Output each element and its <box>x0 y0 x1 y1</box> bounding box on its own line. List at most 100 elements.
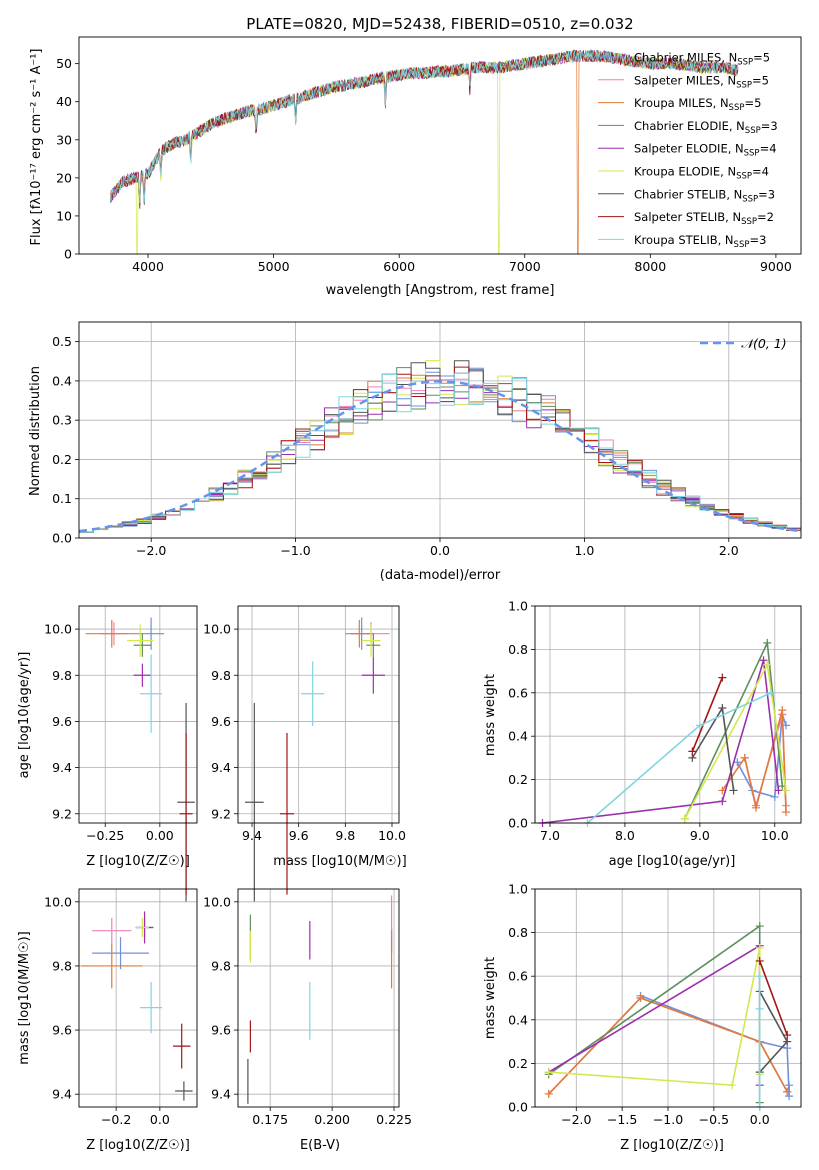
y-tick-label: 9.6 <box>52 1023 72 1038</box>
errorbar-kroupa-stelib <box>140 981 163 1034</box>
y-tick-label: 9.8 <box>211 668 231 683</box>
y-tick-label: 9.4 <box>211 760 231 775</box>
x-tick-label: −2.0 <box>561 1112 591 1127</box>
x-tick-label: 6000 <box>383 259 415 274</box>
y-tick-label: 0 <box>64 247 72 262</box>
x-tick-label: −1.5 <box>607 1112 637 1127</box>
y-tick-label: 0.5 <box>52 334 72 349</box>
legend-entry: Kroupa STELIB, NSSP=3 <box>634 233 766 250</box>
legend-entry: Kroupa MILES, NSSP=5 <box>634 96 761 113</box>
legend-value: =5 <box>744 96 761 110</box>
y-tick-label: 0.0 <box>508 816 528 831</box>
axes-frame <box>534 605 802 824</box>
x-tick-label: −0.2 <box>101 1112 131 1127</box>
axes-frame <box>78 888 198 1108</box>
weight-marker <box>763 660 772 669</box>
x-tick-label: 2.0 <box>719 543 739 558</box>
spectrum-axes: 4000 5000 6000 7000 8000 9000 0 10 20 30 40 50 <box>56 56 792 274</box>
x-tick-label: −0.5 <box>699 1112 729 1127</box>
weight-marker <box>740 753 749 762</box>
errorbar-kroupa-miles <box>345 619 374 648</box>
y-tick-label: 0.4 <box>508 729 528 744</box>
x-tick-label: 0.00 <box>146 828 174 843</box>
legend-subscript: SSP <box>736 172 752 182</box>
weight-marker <box>782 786 791 795</box>
weight-line-chabrier-miles <box>640 995 790 1097</box>
legend-subscript: SSP <box>744 149 760 159</box>
errorbar-salpeter-miles <box>92 917 132 944</box>
y-tick-label: 9.6 <box>211 714 231 729</box>
mass_vs_ebv-axes: 0.175 0.200 0.225 9.4 9.6 9.8 10.0 <box>203 889 412 1127</box>
errorbar-kroupa-elodie <box>135 917 149 938</box>
weight-marker <box>755 1004 764 1013</box>
legend-entry: Chabrier MILES, NSSP=5 <box>634 51 770 68</box>
weight-line-chabrier-stelib <box>758 991 789 1073</box>
weight-line-kroupa-miles <box>548 997 788 1095</box>
x-tick-label: 10.0 <box>761 828 789 843</box>
weight-vs-age-ylabel: mass weight <box>483 674 498 756</box>
weight-vs-z-xlabel: Z [log10(Z/Z☉)] <box>620 1138 724 1153</box>
x-tick-label: 8000 <box>634 259 666 274</box>
y-tick-label: 0.8 <box>508 925 528 940</box>
weight-marker <box>783 1087 792 1096</box>
age-vs-z-ylabel: age [log10(age/yr)] <box>17 652 32 779</box>
errorbar-kroupa-elodie <box>361 624 381 657</box>
weight-marker <box>718 703 727 712</box>
residuals-axes: −2.0 −1.0 0.0 1.0 2.0 0.0 0.1 0.2 0.3 0.4 0.5 <box>52 322 801 558</box>
weight-marker <box>544 1089 553 1098</box>
y-tick-label: 9.8 <box>211 958 231 973</box>
weight-marker <box>767 688 776 697</box>
legend-subscript: SSP <box>736 80 752 90</box>
errorbar-chabrier-stelib <box>245 702 264 902</box>
y-tick-label: 0.1 <box>52 491 72 506</box>
errorbar-kroupa-miles <box>81 943 143 989</box>
y-tick-label: 0.0 <box>52 531 72 546</box>
axes-frame <box>237 888 400 1108</box>
y-tick-label: 9.2 <box>211 806 231 821</box>
residuals-xlabel: (data-model)/error <box>380 568 501 583</box>
x-tick-label: 7000 <box>509 259 541 274</box>
y-tick-label: 0.2 <box>508 772 528 787</box>
y-tick-label: 0.2 <box>508 1056 528 1071</box>
weight-marker <box>718 673 727 682</box>
x-tick-label: 8.0 <box>615 828 635 843</box>
x-tick-label: 9.4 <box>242 828 262 843</box>
y-tick-label: 40 <box>56 94 72 109</box>
legend-entry: Kroupa ELODIE, NSSP=4 <box>634 165 769 182</box>
y-tick-label: 30 <box>56 132 72 147</box>
legend-value: =4 <box>752 165 769 179</box>
legend-entry: Salpeter MILES, NSSP=5 <box>634 73 769 90</box>
axes-frame <box>78 321 802 539</box>
legend-entry: Chabrier ELODIE, NSSP=3 <box>634 119 778 136</box>
errorbar-salpeter-stelib <box>172 1023 191 1069</box>
x-tick-label: 9.6 <box>289 828 309 843</box>
x-tick-label: −1.0 <box>280 543 310 558</box>
y-tick-label: 9.2 <box>52 806 72 821</box>
errorbar-salpeter-elodie <box>133 663 152 687</box>
legend-value: =5 <box>753 51 770 65</box>
weight-marker <box>755 972 764 981</box>
errorbar-kroupa-miles <box>85 619 138 648</box>
legend-subscript: SSP <box>729 103 745 113</box>
x-tick-label: 5000 <box>258 259 290 274</box>
x-tick-label: 10.0 <box>378 828 406 843</box>
y-tick-label: 10.0 <box>203 622 231 637</box>
y-tick-label: 0.4 <box>508 1012 528 1027</box>
weight-marker <box>733 758 742 767</box>
weight-line-salpeter-stelib <box>758 960 788 1036</box>
weight-marker <box>680 814 689 823</box>
x-tick-label: −2.0 <box>136 543 166 558</box>
y-tick-label: 10.0 <box>203 894 231 909</box>
y-tick-label: 20 <box>56 170 72 185</box>
mass_vs_Z-axes: −0.2 0.0 9.4 9.6 9.8 10.0 <box>44 889 197 1127</box>
x-tick-label: 0.0 <box>430 543 450 558</box>
x-tick-label: 0.225 <box>376 1112 412 1127</box>
mass-vs-ebv-xlabel: E(B-V) <box>300 1138 340 1153</box>
x-tick-label: 9000 <box>760 259 792 274</box>
legend-value: =3 <box>749 233 766 247</box>
legend-entry: Salpeter ELODIE, NSSP=4 <box>634 142 777 159</box>
x-tick-label: 0.0 <box>150 1112 170 1127</box>
weight-marker <box>759 656 768 665</box>
y-tick-label: 10.0 <box>44 894 72 909</box>
weight-marker <box>688 747 697 756</box>
